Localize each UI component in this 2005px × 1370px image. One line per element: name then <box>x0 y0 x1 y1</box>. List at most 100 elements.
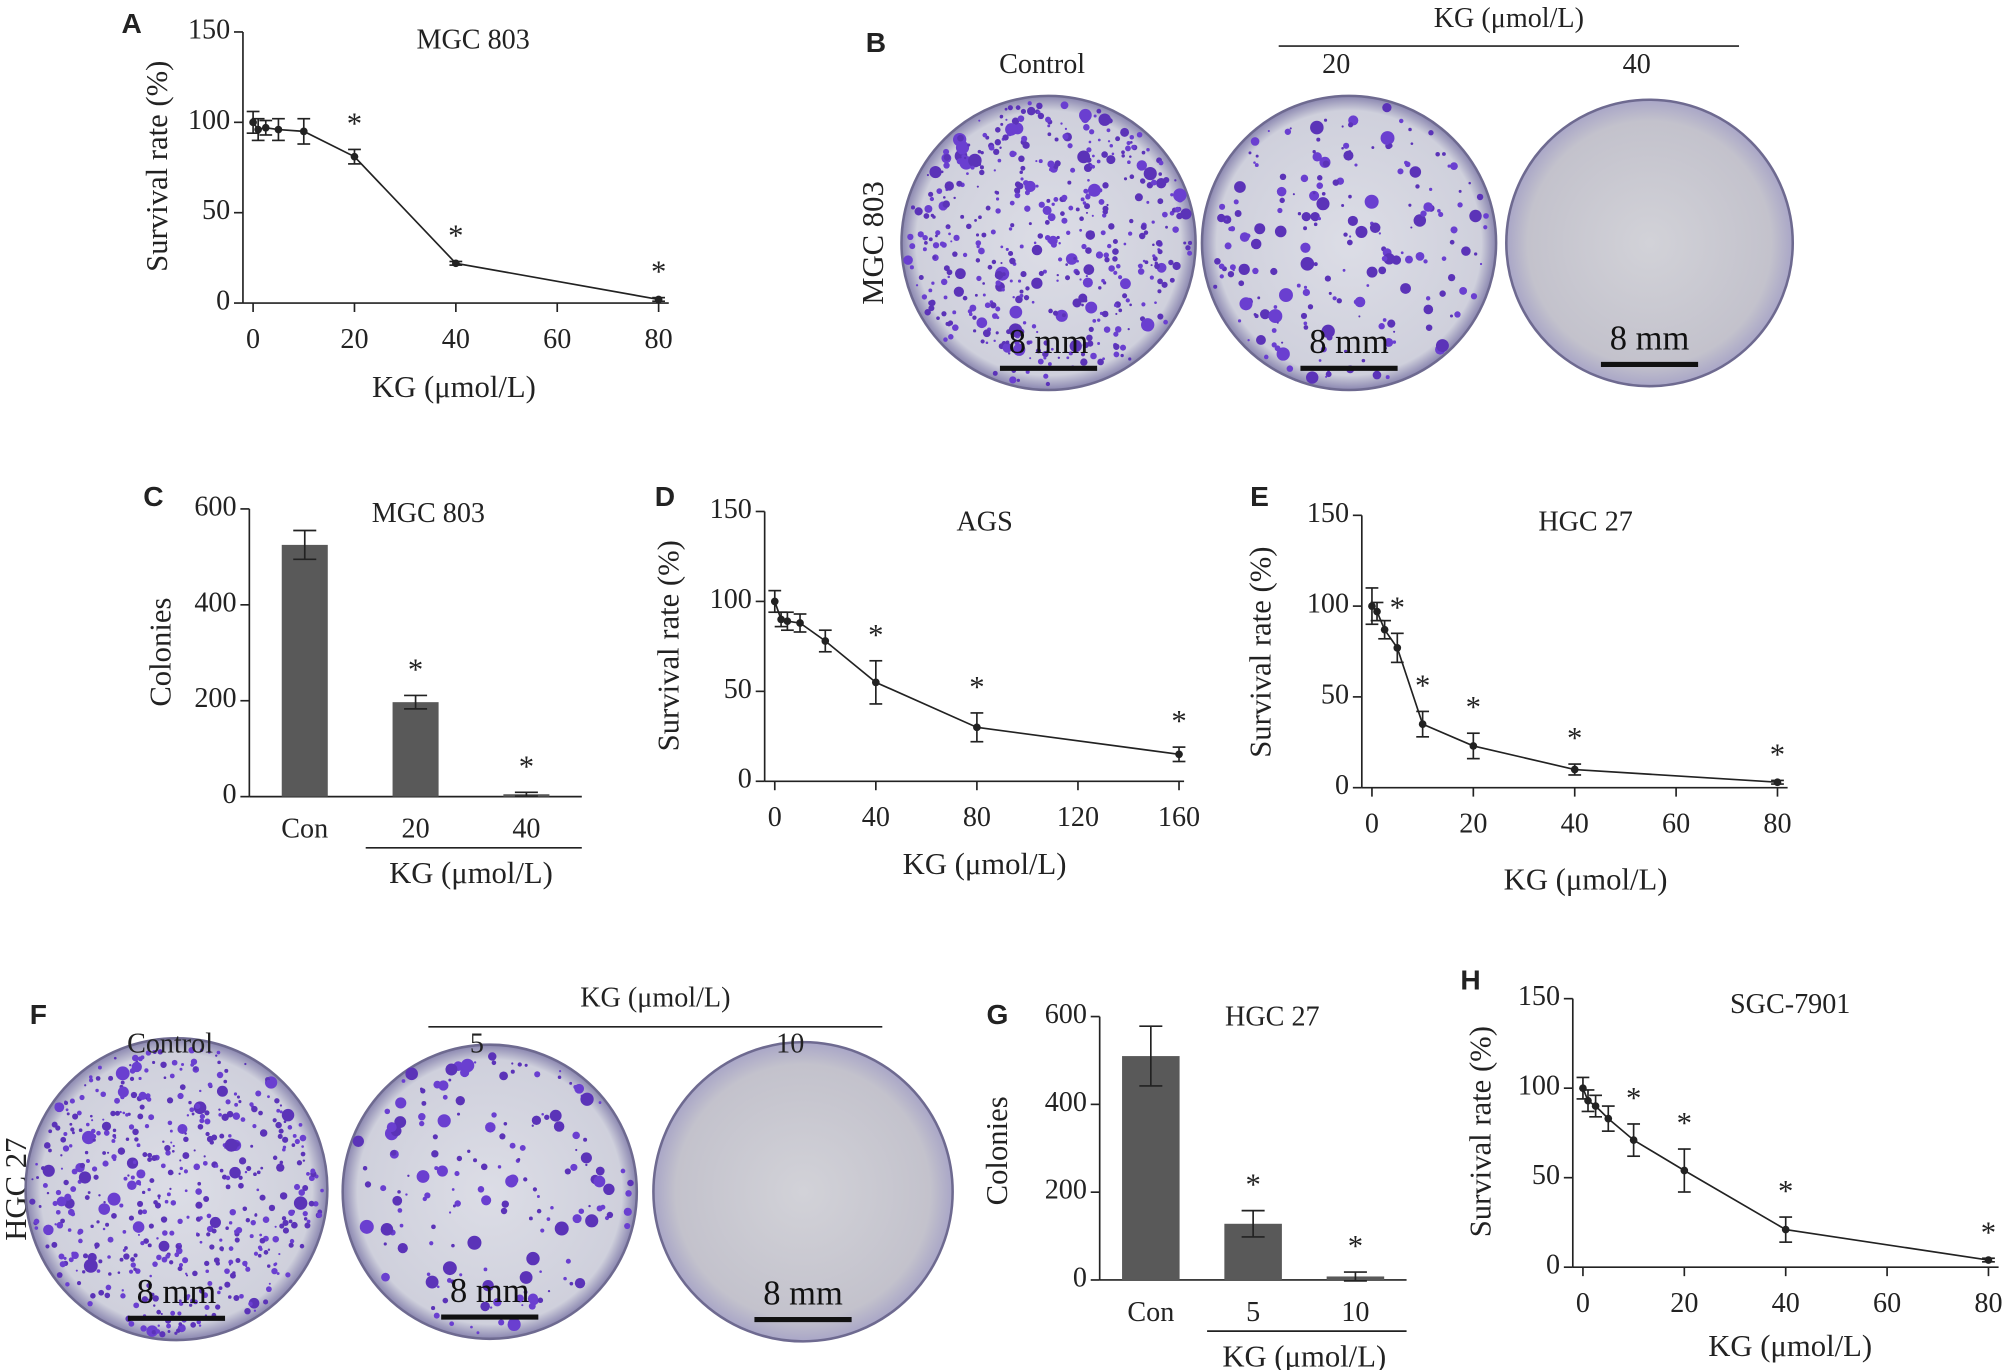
colony <box>140 1241 145 1246</box>
colony <box>1019 244 1024 249</box>
colony <box>955 268 966 280</box>
colony <box>943 295 948 300</box>
colony <box>1092 154 1095 158</box>
colony <box>142 1152 148 1158</box>
colony <box>302 1184 309 1191</box>
significance-mark: * <box>651 255 666 289</box>
group-label: KG (μmol/L) <box>1434 3 1584 34</box>
colony <box>238 1100 242 1104</box>
colony <box>995 197 1000 201</box>
colony <box>1137 264 1140 267</box>
colony <box>564 1168 571 1175</box>
colony <box>929 166 942 179</box>
colony <box>929 299 936 307</box>
colony <box>1016 297 1022 303</box>
colony <box>1154 301 1157 305</box>
colony <box>179 1084 186 1091</box>
colony <box>122 1111 126 1115</box>
colony <box>953 196 956 200</box>
colony <box>536 1208 542 1214</box>
colony <box>186 1294 191 1298</box>
colony <box>1036 330 1039 334</box>
data-point <box>1984 1256 1993 1264</box>
colony <box>1107 243 1112 249</box>
colony <box>1313 262 1318 267</box>
data-point <box>1368 602 1376 610</box>
colony <box>501 1200 509 1208</box>
colony <box>98 1203 111 1215</box>
colony <box>944 181 954 191</box>
colony <box>1121 154 1125 158</box>
colony <box>1014 339 1017 342</box>
colony <box>215 1304 221 1310</box>
colony <box>929 196 935 202</box>
colony <box>967 143 971 147</box>
colony <box>1302 288 1311 297</box>
colony <box>491 1112 497 1118</box>
colony <box>1141 302 1146 307</box>
x-tick-label: 0 <box>246 324 260 355</box>
colony <box>1303 285 1308 289</box>
colony <box>191 1112 195 1116</box>
colony <box>177 1092 184 1100</box>
colony <box>1238 263 1250 275</box>
colony <box>1303 226 1308 231</box>
colony <box>55 1209 61 1215</box>
colony <box>135 1179 142 1186</box>
colony <box>272 1118 277 1123</box>
colony <box>234 1237 240 1243</box>
data-point <box>249 118 257 127</box>
colony <box>1247 339 1250 342</box>
colony <box>1136 131 1143 138</box>
colony <box>67 1208 75 1216</box>
colony <box>420 1088 426 1094</box>
colony <box>429 1241 434 1246</box>
colony <box>1097 342 1101 345</box>
colony <box>1016 378 1020 382</box>
colony <box>199 1240 203 1244</box>
colony <box>113 1056 117 1060</box>
colony <box>252 1124 257 1129</box>
colony <box>1476 193 1484 201</box>
data-point <box>299 127 308 136</box>
colony <box>1449 314 1453 318</box>
colony <box>932 255 937 260</box>
data-point <box>654 295 663 304</box>
data-point <box>1380 625 1389 634</box>
colony <box>1000 261 1003 265</box>
colony <box>197 1123 204 1130</box>
colony <box>100 1091 107 1098</box>
colony <box>82 1270 86 1274</box>
colony <box>1115 312 1118 316</box>
colony <box>160 1163 166 1169</box>
colony <box>1410 226 1413 229</box>
significance-mark: * <box>969 670 984 704</box>
colony <box>583 1137 588 1142</box>
colony <box>90 1293 96 1299</box>
colony <box>1141 150 1146 155</box>
significance-mark: * <box>1415 668 1430 702</box>
colony <box>254 1213 258 1217</box>
colony <box>1065 275 1071 281</box>
colony <box>434 1166 439 1171</box>
colony <box>603 1183 615 1195</box>
colony <box>1366 266 1378 278</box>
bar <box>392 702 439 797</box>
colony <box>1140 178 1146 184</box>
colony <box>985 341 989 345</box>
colony <box>1382 102 1392 113</box>
colony <box>166 1323 172 1329</box>
colony <box>1129 134 1135 140</box>
colony <box>1313 222 1318 227</box>
colony <box>1238 280 1245 287</box>
colony <box>182 1152 190 1159</box>
colony <box>54 1102 65 1113</box>
colony <box>133 1302 140 1309</box>
y-tick-label: 50 <box>202 195 230 226</box>
colony <box>1348 194 1352 199</box>
colony <box>225 1184 231 1190</box>
colony <box>1458 189 1462 193</box>
colony <box>1113 351 1120 358</box>
colony <box>121 1289 124 1292</box>
y-axis-label: Survival rate (%) <box>1243 547 1277 758</box>
